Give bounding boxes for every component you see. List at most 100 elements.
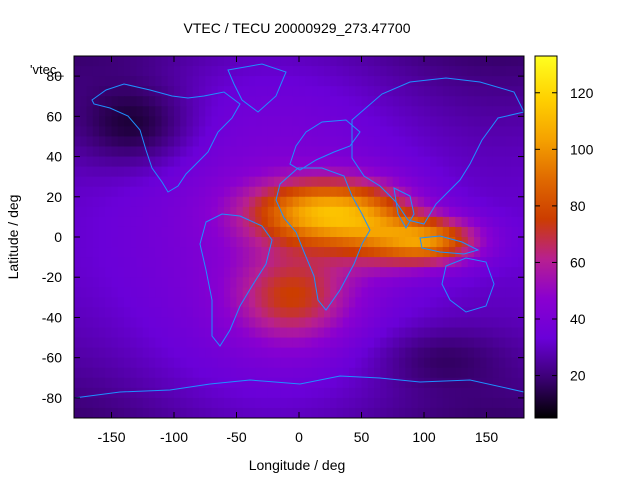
heat-cell: [311, 357, 319, 369]
heat-cell: [199, 407, 206, 418]
heat-cell: [480, 367, 488, 379]
heat-cell: [155, 327, 163, 339]
heat-cell: [192, 86, 200, 97]
heat-cell: [224, 267, 231, 278]
heat-cell: [355, 196, 363, 208]
heat-cell: [449, 216, 456, 228]
heat-cell: [461, 297, 469, 308]
heat-cell: [155, 116, 163, 127]
heat-cell: [355, 407, 363, 418]
heat-cell: [367, 327, 375, 339]
heat-cell: [180, 297, 188, 308]
heat-cell: [336, 186, 344, 198]
heat-cell: [517, 116, 524, 127]
heat-cell: [292, 367, 300, 379]
heat-cell: [461, 267, 469, 278]
heat-cell: [517, 407, 524, 418]
heat-cell: [205, 56, 213, 67]
heat-cell: [474, 66, 481, 77]
heat-cell: [111, 237, 119, 248]
heat-cell: [217, 317, 225, 329]
heat-cell: [230, 96, 238, 107]
heat-cell: [349, 307, 356, 319]
heat-cell: [174, 146, 181, 158]
heat-cell: [205, 367, 213, 379]
heat-cell: [111, 206, 119, 218]
heat-cell: [155, 76, 163, 87]
heat-cell: [499, 357, 506, 369]
heat-cell: [255, 136, 263, 148]
heat-cell: [124, 247, 131, 258]
heat-cell: [117, 96, 125, 107]
heat-cell: [217, 156, 225, 168]
heat-cell: [280, 146, 288, 158]
heat-cell: [367, 387, 375, 399]
heat-cell: [224, 277, 231, 288]
heat-cell: [342, 237, 350, 248]
heat-cell: [455, 106, 463, 117]
heat-cell: [199, 237, 206, 248]
heat-cell: [336, 367, 344, 379]
heat-cell: [211, 166, 219, 178]
heat-cell: [92, 267, 100, 278]
heat-cell: [149, 407, 156, 418]
heat-cell: [399, 76, 406, 87]
heat-cell: [474, 206, 481, 218]
heat-cell: [330, 347, 338, 359]
heat-cell: [174, 277, 181, 288]
heat-cell: [442, 136, 450, 148]
heat-cell: [455, 307, 463, 319]
heat-cell: [224, 327, 231, 339]
heat-cell: [517, 86, 524, 97]
heat-cell: [274, 327, 281, 339]
heat-cell: [436, 226, 444, 238]
heat-cell: [117, 56, 125, 67]
y-axis-label: Latitude / deg: [5, 195, 21, 280]
heat-cell: [130, 327, 138, 339]
heat-cell: [299, 196, 306, 208]
heat-cell: [367, 267, 375, 278]
heat-cell: [236, 407, 244, 418]
heat-cell: [417, 287, 425, 298]
heat-cell: [361, 166, 369, 178]
heat-cell: [167, 387, 175, 399]
heat-cell: [111, 247, 119, 258]
heat-cell: [230, 347, 238, 359]
heat-cell: [386, 106, 394, 117]
heat-cell: [242, 387, 250, 399]
heat-cell: [205, 287, 213, 298]
heat-cell: [386, 357, 394, 369]
heat-cell: [455, 216, 463, 228]
heat-cell: [111, 226, 119, 238]
heat-cell: [380, 146, 388, 158]
heat-cell: [505, 277, 513, 288]
heat-cell: [174, 247, 181, 258]
heat-cell: [186, 407, 194, 418]
heat-cell: [492, 367, 500, 379]
heat-cell: [286, 287, 294, 298]
heat-cell: [249, 287, 256, 298]
heat-cell: [255, 66, 263, 77]
heat-cell: [117, 166, 125, 178]
heat-cell: [349, 337, 356, 349]
heat-cell: [461, 337, 469, 349]
heat-cell: [224, 357, 231, 369]
heat-cell: [161, 387, 169, 399]
heat-cell: [342, 66, 350, 77]
heat-cell: [280, 106, 288, 117]
heat-cell: [467, 287, 475, 298]
heat-cell: [267, 277, 275, 288]
y-tick-label: -80: [42, 390, 62, 406]
heat-cell: [424, 156, 431, 168]
heat-cell: [136, 247, 144, 258]
heat-cell: [411, 327, 419, 339]
heat-cell: [186, 397, 194, 409]
heat-cell: [324, 66, 331, 77]
heat-cell: [199, 206, 206, 218]
heat-cell: [480, 407, 488, 418]
heat-cell: [467, 267, 475, 278]
heat-cell: [286, 146, 294, 158]
heat-cell: [392, 387, 400, 399]
heat-cell: [274, 56, 281, 67]
heat-cell: [211, 367, 219, 379]
